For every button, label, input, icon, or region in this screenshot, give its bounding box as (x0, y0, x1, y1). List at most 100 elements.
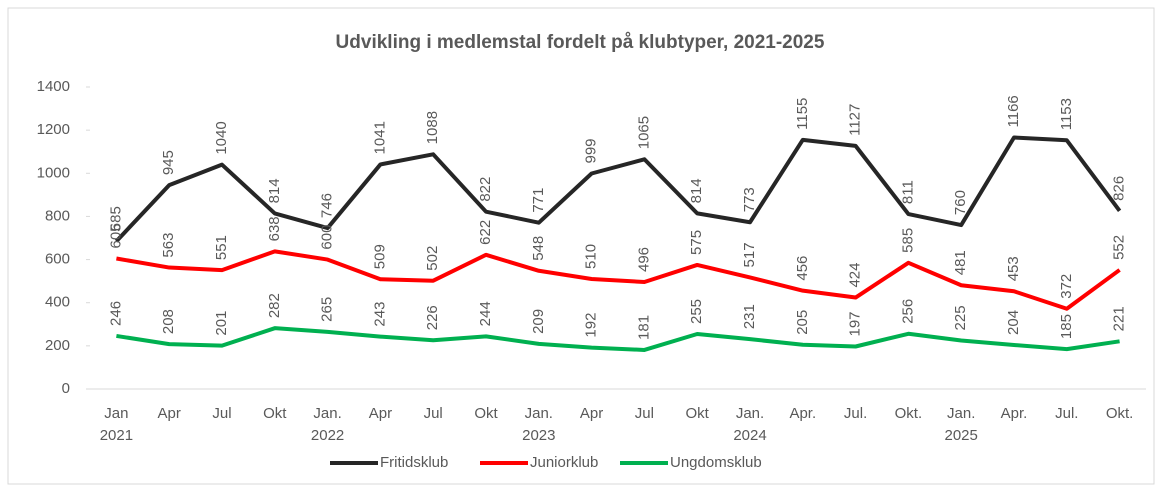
data-label: 256 (899, 299, 916, 324)
data-label: 255 (688, 299, 705, 324)
data-label: 771 (530, 188, 547, 213)
data-label: 563 (160, 233, 177, 258)
y-tick-label: 1200 (37, 121, 70, 138)
data-label: 685 (107, 206, 124, 231)
x-tick-label: Jan (104, 405, 128, 422)
x-tick-label: Jan. (736, 405, 764, 422)
data-label: 548 (530, 236, 547, 261)
legend-label: Juniorklub (530, 454, 598, 471)
x-tick-label: Okt (686, 405, 710, 422)
data-label: 221 (1111, 306, 1128, 331)
data-label: 265 (319, 297, 336, 322)
x-tick-label: Apr. (789, 405, 816, 422)
x-tick-label: Jan. (525, 405, 553, 422)
data-label: 605 (107, 223, 124, 248)
data-label: 226 (424, 305, 441, 330)
data-label: 552 (1111, 235, 1128, 260)
data-label: 551 (213, 235, 230, 260)
y-tick-label: 1400 (37, 78, 70, 95)
data-label: 746 (319, 193, 336, 218)
data-label: 814 (266, 178, 283, 203)
x-tick-label: Okt (474, 405, 498, 422)
data-label: 208 (160, 309, 177, 334)
y-tick-label: 400 (45, 294, 70, 311)
data-label: 246 (107, 301, 124, 326)
data-label: 638 (266, 216, 283, 241)
data-label: 1040 (213, 121, 230, 154)
legend-label: Fritidsklub (380, 454, 448, 471)
x-tick-label: Apr (158, 405, 181, 422)
data-label: 201 (213, 311, 230, 336)
data-label: 282 (266, 293, 283, 318)
data-label: 773 (741, 187, 758, 212)
x-tick-label: Jul. (844, 405, 867, 422)
x-tick-label: Jul (635, 405, 654, 422)
y-tick-label: 0 (62, 380, 70, 397)
data-label: 1065 (635, 116, 652, 149)
x-tick-label: Okt. (895, 405, 923, 422)
data-label: 575 (688, 230, 705, 255)
data-label: 456 (794, 256, 811, 281)
data-label: 945 (160, 150, 177, 175)
chart-frame (7, 7, 1155, 485)
y-tick-label: 800 (45, 207, 70, 224)
data-label: 244 (477, 301, 494, 326)
data-label: 811 (899, 180, 916, 204)
data-label: 185 (1058, 314, 1075, 339)
x-tick-label: Jul (424, 405, 443, 422)
x-tick-label: 2022 (311, 427, 344, 444)
x-tick-label: 2025 (945, 427, 978, 444)
x-tick-label: Okt (263, 405, 287, 422)
data-label: 1155 (794, 98, 811, 130)
legend-label: Ungdomsklub (670, 454, 762, 471)
data-label: 496 (635, 247, 652, 272)
data-label: 509 (371, 244, 388, 269)
data-label: 1153 (1058, 98, 1075, 130)
x-tick-label: Jul (212, 405, 231, 422)
data-label: 502 (424, 246, 441, 271)
x-tick-label: Apr (580, 405, 603, 422)
data-label: 1166 (1005, 95, 1022, 127)
data-label: 205 (794, 310, 811, 335)
data-label: 999 (583, 138, 600, 163)
data-label: 1041 (371, 121, 388, 154)
chart-title: Udvikling i medlemstal fordelt på klubty… (336, 32, 825, 53)
data-label: 622 (477, 220, 494, 245)
data-label: 822 (477, 177, 494, 202)
x-tick-label: 2021 (100, 427, 133, 444)
data-label: 453 (1005, 256, 1022, 281)
series-line (116, 249, 1121, 311)
y-tick-label: 1000 (37, 164, 70, 181)
data-label: 192 (583, 313, 600, 338)
data-label: 243 (371, 302, 388, 327)
data-label: 204 (1005, 310, 1022, 335)
x-tick-label: 2024 (733, 427, 766, 444)
data-label: 481 (952, 250, 969, 275)
data-label: 814 (688, 178, 705, 203)
data-label: 585 (899, 228, 916, 253)
data-label: 209 (530, 309, 547, 334)
x-tick-label: Jan. (947, 405, 975, 422)
y-tick-label: 600 (45, 251, 70, 268)
series-line (116, 326, 1120, 352)
series-line (114, 135, 1122, 243)
data-label: 181 (635, 315, 652, 340)
data-label: 1127 (847, 104, 864, 136)
x-tick-label: Okt. (1106, 405, 1134, 422)
x-tick-label: 2023 (522, 427, 555, 444)
data-label: 510 (583, 244, 600, 269)
data-label: 424 (847, 263, 864, 288)
x-tick-label: Apr. (1001, 405, 1028, 422)
data-label: 197 (847, 311, 864, 336)
data-label: 225 (952, 305, 969, 330)
data-label: 600 (319, 225, 336, 250)
x-tick-label: Jan. (313, 405, 341, 422)
data-label: 826 (1111, 176, 1128, 201)
data-label: 760 (952, 190, 969, 215)
data-label: 372 (1058, 274, 1075, 299)
data-label: 231 (741, 304, 758, 329)
x-tick-label: Jul. (1055, 405, 1078, 422)
y-tick-label: 200 (45, 337, 70, 354)
data-label: 1088 (424, 111, 441, 144)
